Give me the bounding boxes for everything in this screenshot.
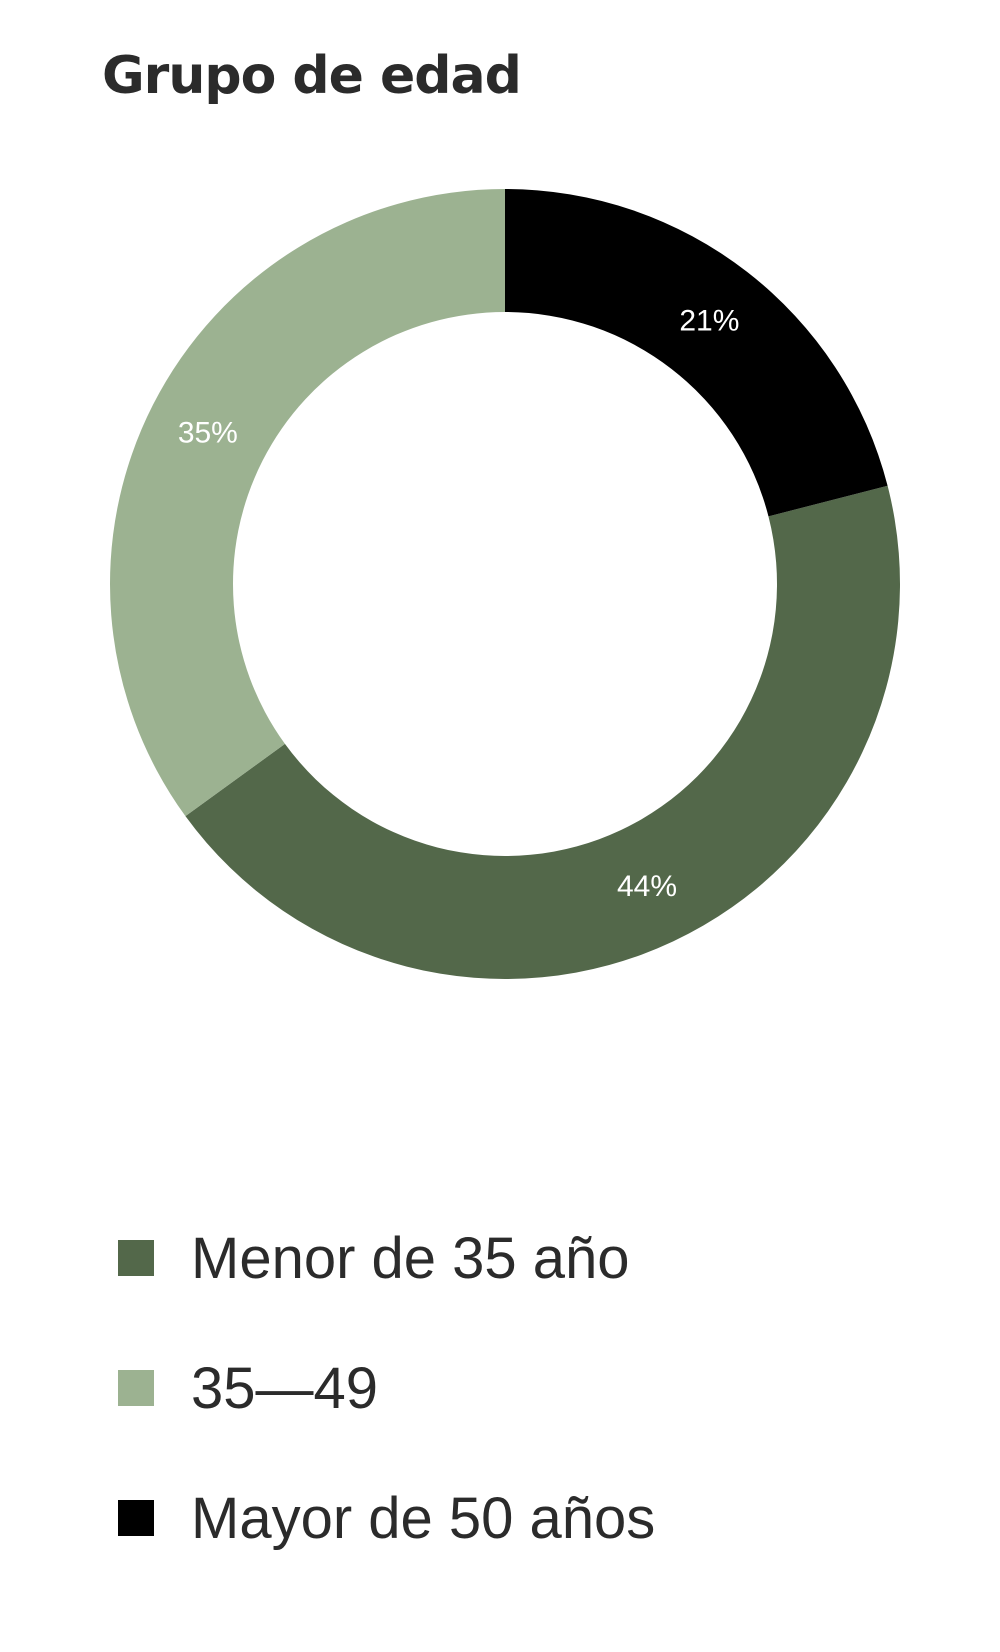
legend-item-35-49: 35—49 [118, 1323, 655, 1453]
legend-swatch [118, 1370, 154, 1406]
slice-data-label: 44% [617, 870, 677, 903]
legend-item-menor-35: Menor de 35 año [118, 1193, 655, 1323]
donut-slice [505, 189, 888, 517]
legend-label: Menor de 35 año [191, 1225, 630, 1291]
donut-chart: 44% 35% 21% [110, 189, 900, 979]
legend-label: Mayor de 50 años [191, 1485, 656, 1551]
legend-swatch [118, 1500, 154, 1536]
donut-slice [110, 189, 505, 817]
donut-slice [185, 485, 900, 979]
slice-data-label: 21% [679, 304, 739, 337]
legend-swatch [118, 1240, 154, 1276]
slice-data-label: 35% [178, 417, 238, 450]
legend-label: 35—49 [191, 1355, 379, 1421]
chart-legend: Menor de 35 año 35—49 Mayor de 50 años [118, 1215, 655, 1583]
chart-title: Grupo de edad [102, 46, 522, 106]
legend-item-mayor-50: Mayor de 50 años [118, 1453, 655, 1583]
